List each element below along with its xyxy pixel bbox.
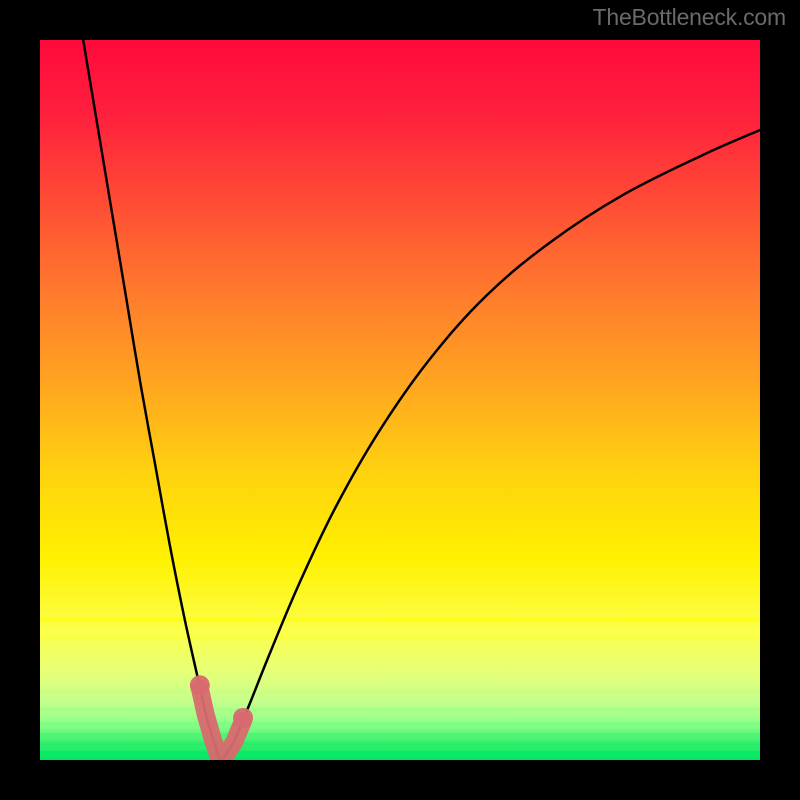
bottleneck-curve-chart xyxy=(0,0,800,800)
watermark-label: TheBottleneck.com xyxy=(593,4,786,31)
chart-stage: TheBottleneck.com xyxy=(0,0,800,800)
